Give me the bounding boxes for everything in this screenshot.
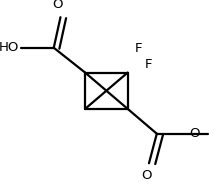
Text: O: O: [52, 0, 62, 11]
Text: F: F: [134, 42, 142, 55]
Text: O: O: [189, 127, 200, 140]
Text: F: F: [144, 58, 152, 71]
Text: HO: HO: [0, 41, 19, 54]
Text: O: O: [142, 169, 152, 182]
